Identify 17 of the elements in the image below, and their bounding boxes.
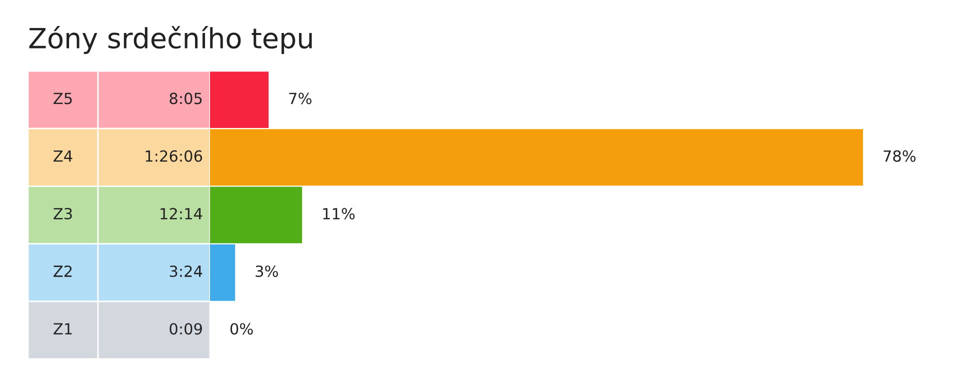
data-label: 3% [256, 265, 278, 278]
data-label: 0% [230, 323, 253, 335]
bar [210, 244, 236, 301]
y-tick-label: Z3 [54, 208, 72, 220]
y-tick-label: Z4 [54, 150, 72, 162]
y-tick-label: Z2 [54, 265, 72, 277]
text: 0:09 [170, 323, 202, 335]
data-label: 78% [884, 150, 916, 162]
text: 3:24 [170, 265, 202, 278]
data-label: 7% [289, 92, 312, 104]
chart-title: Zóny srdečního tepu [29, 26, 312, 54]
text: 1:26:06 [146, 150, 202, 162]
text: 12:14 [160, 208, 202, 220]
y-tick-label: Z5 [54, 92, 72, 104]
data-label: 11% [323, 208, 355, 220]
text: 8:05 [170, 92, 202, 104]
y-tick-label: Z1 [54, 323, 72, 334]
